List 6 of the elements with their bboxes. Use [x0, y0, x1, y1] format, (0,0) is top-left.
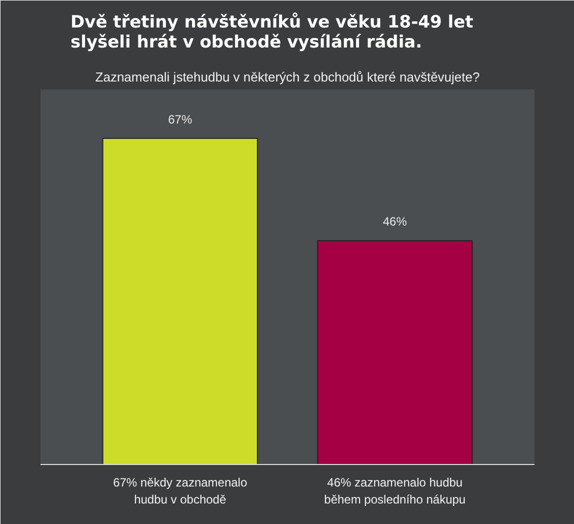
data-label: 67%: [168, 112, 192, 126]
chart-subtitle: Zaznamenali jstehudbu v některých z obchodů které navštěvujete?: [95, 70, 480, 84]
x-tick-label: 67% někdy zaznamenalo hudbu v obchodě: [113, 476, 248, 506]
chart-title: Dvě třetiny návštěvníků ve věku 18-49 let slyšeli hrát v obchodě vysílání rádia.: [70, 12, 474, 52]
data-label: 46%: [382, 214, 408, 229]
x-tick-label: 46% zaznamenalo hudbu během posledního nákupu: [324, 476, 466, 506]
